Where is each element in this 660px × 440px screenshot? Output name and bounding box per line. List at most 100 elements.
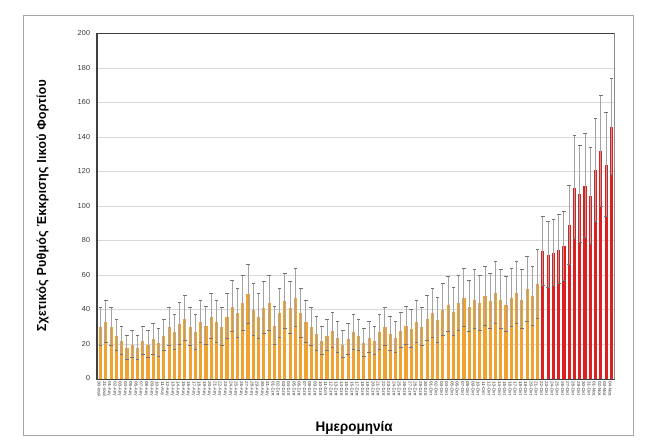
x-tick-label: 23-Αυγ (222, 381, 228, 396)
error-bar-cap (425, 295, 429, 297)
x-tick-label: 17-Σεπ (354, 381, 360, 396)
error-bar-line (379, 315, 381, 350)
error-bar-cap (277, 288, 282, 290)
x-tick-label: 17-Οκτ (512, 381, 518, 396)
error-bar-cap (435, 341, 440, 343)
bar-recent (551, 253, 556, 379)
error-bar-cap (346, 353, 350, 355)
bar-recent (599, 151, 603, 379)
gridline (98, 274, 614, 276)
error-bar-cap (346, 322, 350, 324)
error-bar-cap (240, 274, 245, 276)
error-bar-line (589, 147, 591, 245)
bar (188, 327, 192, 379)
error-bar-line (289, 282, 291, 335)
bar (357, 335, 361, 379)
error-bar-line (458, 275, 460, 331)
x-tick-label: 06-Σεπ (296, 381, 302, 396)
error-bar-line (463, 268, 465, 328)
bar (199, 322, 203, 379)
error-bar-line (131, 330, 133, 359)
bar-recent (557, 249, 561, 379)
x-tick-label: 20-Οκτ (528, 381, 534, 396)
x-tick-label: 18-Σεπ (359, 381, 365, 396)
error-bar-line (437, 297, 439, 343)
error-bar-line (442, 284, 444, 336)
error-bar-cap (193, 348, 198, 350)
error-bar-cap (393, 352, 398, 354)
error-bar-line (337, 322, 339, 354)
error-bar-cap (146, 357, 150, 359)
error-bar-cap (314, 350, 319, 352)
bar (309, 327, 313, 379)
error-bar-cap (119, 326, 124, 328)
error-bar-line (373, 327, 375, 355)
error-bar-line (142, 327, 144, 355)
error-bar-cap (140, 353, 145, 355)
error-bar-cap (577, 145, 582, 147)
x-tick-label: 21-Οκτ (533, 381, 539, 396)
bar (325, 335, 329, 379)
error-bar-cap (304, 341, 308, 343)
error-bar-cap (456, 274, 461, 276)
x-tick-label: 23-Σεπ (386, 381, 392, 396)
x-tick-label: 04-Νοε (607, 381, 613, 396)
error-bar-line (358, 320, 360, 352)
error-bar-cap (583, 236, 587, 238)
error-bar-cap (483, 265, 487, 267)
y-tick-label: 80 (81, 235, 90, 244)
bar (304, 322, 308, 379)
error-bar-cap (604, 215, 608, 217)
bar (399, 330, 403, 379)
error-bar-cap (567, 264, 572, 266)
x-tick-label: 15-Οκτ (502, 381, 508, 396)
error-bar-cap (493, 260, 498, 262)
x-tick-label: 27-Αυγ (244, 381, 250, 396)
bar (330, 330, 334, 379)
x-tick-label: 07-Σεπ (301, 381, 307, 396)
error-bar-cap (109, 345, 113, 347)
x-tick-label: 10-Οκτ (475, 381, 481, 396)
error-bar-cap (319, 353, 324, 355)
error-bar-line (110, 308, 112, 347)
bar (104, 322, 108, 379)
error-bar-line (510, 268, 512, 328)
x-tick-label: 30-Ιουλ (96, 381, 102, 397)
error-bar-cap (546, 221, 550, 223)
error-bar-cap (304, 300, 308, 302)
x-tick-label: 15-Αυγ (180, 381, 186, 396)
x-tick-label: 12-Οκτ (486, 381, 492, 396)
error-bar-cap (356, 319, 361, 321)
error-bar-cap (114, 319, 119, 321)
error-bar-cap (599, 95, 603, 97)
x-tick-label: 16-Σεπ (349, 381, 355, 396)
error-bar-cap (477, 329, 482, 331)
error-bar-cap (525, 321, 529, 323)
error-bar-cap (377, 348, 382, 350)
error-bar-cap (225, 338, 229, 340)
bar (156, 342, 161, 379)
error-bar-line (221, 308, 223, 347)
bar-recent (604, 165, 608, 379)
bar (499, 299, 503, 379)
error-bar-line (263, 282, 265, 335)
error-bar-cap (356, 350, 361, 352)
bar (251, 310, 255, 379)
error-bar-cap (167, 307, 171, 309)
error-bar-cap (151, 353, 156, 355)
error-bar-cap (541, 284, 545, 286)
bar (483, 296, 487, 379)
x-tick-label: 25-Σεπ (396, 381, 402, 396)
y-tick-label: 200 (77, 28, 90, 37)
error-bar-cap (572, 238, 577, 240)
error-bar-cap (398, 312, 403, 314)
bar-recent (588, 196, 592, 379)
x-tick-label: 16-Αυγ (186, 381, 192, 396)
error-bar-cap (456, 329, 461, 331)
error-bar-line (310, 308, 312, 347)
error-bar-cap (172, 314, 177, 316)
error-bar-cap (277, 336, 282, 338)
error-bar-line (500, 270, 502, 329)
bar (320, 341, 324, 379)
error-bar-cap (383, 345, 387, 347)
